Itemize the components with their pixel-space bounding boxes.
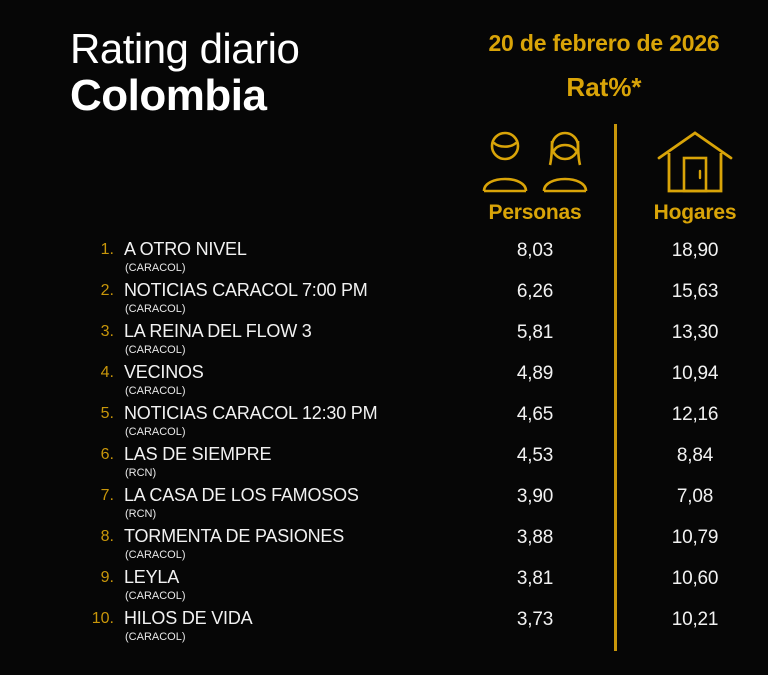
row-hogares: 8,84 bbox=[676, 445, 714, 466]
row-personas: 4,89 bbox=[516, 363, 554, 384]
row-channel: (RCN) bbox=[125, 467, 157, 479]
table-row[interactable]: 6. LAS DE SIEMPRE (RCN) 4,53 8,84 bbox=[0, 443, 768, 484]
row-channel: (CARACOL) bbox=[125, 590, 186, 602]
column-header-personas: Personas bbox=[488, 201, 582, 224]
row-program: LA CASA DE LOS FAMOSOS bbox=[124, 485, 359, 505]
table-row[interactable]: 4. VECINOS (CARACOL) 4,89 10,94 bbox=[0, 361, 768, 402]
row-program: LA REINA DEL FLOW 3 bbox=[124, 321, 312, 341]
row-personas: 3,88 bbox=[516, 527, 554, 548]
row-rank: 1. bbox=[100, 241, 114, 258]
row-rank: 2. bbox=[100, 282, 114, 299]
row-program: LEYLA bbox=[124, 567, 180, 587]
row-hogares: 13,30 bbox=[671, 322, 719, 343]
row-program: HILOS DE VIDA bbox=[124, 608, 253, 628]
column-divider bbox=[614, 124, 617, 651]
row-channel: (CARACOL) bbox=[125, 426, 186, 438]
page-title: Rating diario Colombia bbox=[70, 26, 450, 120]
row-hogares: 15,63 bbox=[671, 281, 719, 302]
row-channel: (CARACOL) bbox=[125, 385, 186, 397]
row-program: A OTRO NIVEL bbox=[124, 239, 247, 259]
rating-table: 1. A OTRO NIVEL (CARACOL) 8,03 18,90 2. … bbox=[0, 238, 768, 648]
row-personas: 4,65 bbox=[516, 404, 554, 425]
row-program: VECINOS bbox=[124, 362, 204, 382]
row-rank: 3. bbox=[100, 323, 114, 340]
row-channel: (CARACOL) bbox=[125, 262, 186, 274]
row-rank: 9. bbox=[100, 569, 114, 586]
row-rank: 5. bbox=[100, 405, 114, 422]
row-hogares: 10,60 bbox=[671, 568, 719, 589]
table-row[interactable]: 3. LA REINA DEL FLOW 3 (CARACOL) 5,81 13… bbox=[0, 320, 768, 361]
row-personas: 8,03 bbox=[516, 240, 554, 261]
two-people-icon bbox=[470, 128, 600, 196]
report-date: 20 de febrero de 2026 bbox=[488, 30, 720, 56]
table-row[interactable]: 10. HILOS DE VIDA (CARACOL) 3,73 10,21 bbox=[0, 607, 768, 648]
table-row[interactable]: 8. TORMENTA DE PASIONES (CARACOL) 3,88 1… bbox=[0, 525, 768, 566]
row-hogares: 10,79 bbox=[671, 527, 719, 548]
row-rank: 6. bbox=[100, 446, 114, 463]
page-title-line2: Colombia bbox=[70, 71, 267, 120]
row-channel: (RCN) bbox=[125, 508, 157, 520]
row-hogares: 18,90 bbox=[671, 240, 719, 261]
row-rank: 8. bbox=[100, 528, 114, 545]
row-channel: (CARACOL) bbox=[125, 344, 186, 356]
row-program: TORMENTA DE PASIONES bbox=[124, 526, 345, 546]
row-channel: (CARACOL) bbox=[125, 549, 186, 561]
metric-label: Rat%* bbox=[566, 72, 642, 102]
row-personas: 3,90 bbox=[516, 486, 554, 507]
table-row[interactable]: 2. NOTICIAS CARACOL 7:00 PM (CARACOL) 6,… bbox=[0, 279, 768, 320]
table-row[interactable]: 7. LA CASA DE LOS FAMOSOS (RCN) 3,90 7,0… bbox=[0, 484, 768, 525]
row-program: NOTICIAS CARACOL 7:00 PM bbox=[124, 280, 368, 300]
row-personas: 3,81 bbox=[516, 568, 554, 589]
page-title-line1: Rating diario bbox=[70, 25, 300, 72]
row-personas: 3,73 bbox=[516, 609, 554, 630]
row-channel: (CARACOL) bbox=[125, 631, 186, 643]
table-row[interactable]: 5. NOTICIAS CARACOL 12:30 PM (CARACOL) 4… bbox=[0, 402, 768, 443]
row-hogares: 10,21 bbox=[671, 609, 719, 630]
row-rank: 10. bbox=[91, 610, 114, 627]
row-rank: 4. bbox=[100, 364, 114, 381]
row-personas: 5,81 bbox=[516, 322, 554, 343]
column-header-hogares: Hogares bbox=[653, 201, 737, 224]
row-hogares: 12,16 bbox=[671, 404, 719, 425]
row-personas: 4,53 bbox=[516, 445, 554, 466]
house-icon bbox=[630, 128, 760, 196]
table-row[interactable]: 9. LEYLA (CARACOL) 3,81 10,60 bbox=[0, 566, 768, 607]
row-hogares: 7,08 bbox=[676, 486, 714, 507]
row-channel: (CARACOL) bbox=[125, 303, 186, 315]
row-program: NOTICIAS CARACOL 12:30 PM bbox=[124, 403, 378, 423]
row-personas: 6,26 bbox=[516, 281, 554, 302]
row-program: LAS DE SIEMPRE bbox=[124, 444, 272, 464]
row-hogares: 10,94 bbox=[671, 363, 719, 384]
row-rank: 7. bbox=[100, 487, 114, 504]
table-row[interactable]: 1. A OTRO NIVEL (CARACOL) 8,03 18,90 bbox=[0, 238, 768, 279]
